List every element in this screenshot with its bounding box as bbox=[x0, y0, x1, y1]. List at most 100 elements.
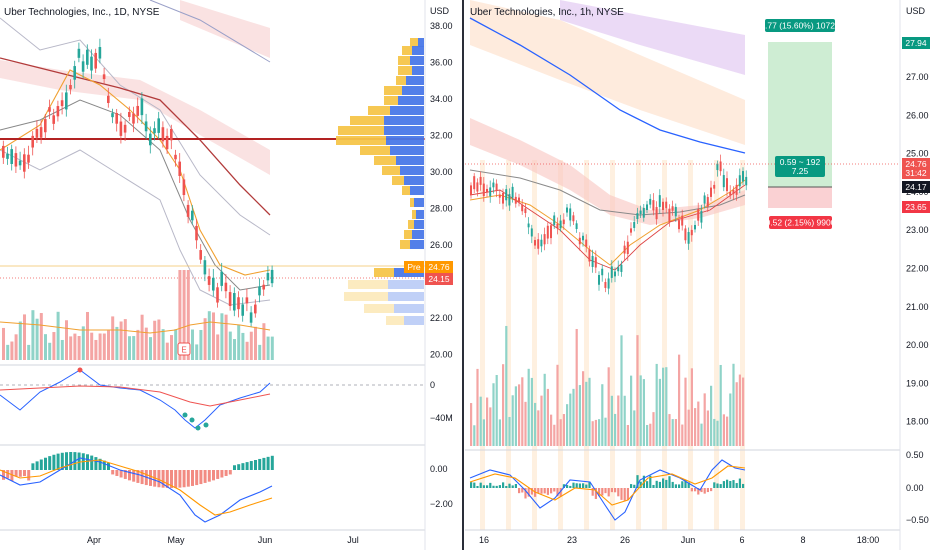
candle-body bbox=[502, 192, 504, 204]
candle-body bbox=[569, 208, 572, 221]
volume-bar bbox=[649, 423, 652, 446]
right-price-axis[interactable]: 27.0026.0025.0024.0023.0022.0021.0020.00… bbox=[906, 72, 929, 427]
axis-tick-label: 0.00 bbox=[906, 483, 924, 493]
pre-label: Pre bbox=[407, 262, 421, 272]
volume-bar bbox=[508, 416, 511, 446]
macd-histogram-bar bbox=[514, 484, 517, 488]
macd-histogram-bar bbox=[48, 456, 52, 470]
macd-histogram-bar bbox=[241, 463, 245, 470]
candle-body bbox=[123, 124, 127, 133]
macd-histogram-bar bbox=[161, 470, 165, 488]
macd-histogram-bar bbox=[102, 460, 106, 470]
volume-bar bbox=[703, 393, 706, 446]
volume-bar bbox=[140, 314, 144, 360]
time-label: 8 bbox=[800, 535, 805, 545]
volume-bar bbox=[588, 377, 591, 446]
macd-histogram-bar bbox=[700, 488, 703, 493]
left-osc-blue bbox=[0, 369, 271, 429]
candle-body bbox=[572, 215, 575, 222]
stop-label-tag[interactable] bbox=[769, 216, 832, 229]
candle-body bbox=[713, 184, 716, 189]
macd-histogram-bar bbox=[697, 488, 700, 495]
volume-bar bbox=[476, 368, 479, 446]
position-stop-zone[interactable] bbox=[768, 187, 832, 208]
candle-body bbox=[694, 224, 696, 230]
volume-bar bbox=[610, 395, 613, 446]
candle-body bbox=[681, 215, 684, 226]
pre-price: 24.76 bbox=[428, 262, 450, 272]
earnings-marker[interactable]: E bbox=[181, 346, 186, 355]
left-volume-osc-axis: 0 −40M bbox=[430, 380, 453, 423]
candle-body bbox=[738, 175, 741, 187]
candle-body bbox=[662, 201, 664, 211]
earnings-marker-box[interactable] bbox=[177, 342, 191, 356]
candle-body bbox=[530, 228, 533, 237]
current-price-tag bbox=[902, 158, 930, 179]
left-time-axis[interactable]: Apr May Jun Jul bbox=[87, 535, 359, 545]
left-chart-panel[interactable]: E Uber Technologies, Inc., 1D, NYSE USD … bbox=[0, 0, 453, 550]
volume-bar bbox=[178, 270, 182, 360]
left-price-axis[interactable]: 38.0036.0034.0032.0030.0028.0026.0024.00… bbox=[430, 21, 453, 360]
volume-bar bbox=[495, 374, 498, 446]
candle-body bbox=[588, 249, 591, 262]
mid-label-tag[interactable] bbox=[775, 156, 825, 177]
volume-profile-bar bbox=[402, 186, 410, 195]
volume-profile-bar bbox=[360, 146, 390, 155]
volume-bar bbox=[633, 410, 636, 446]
macd-histogram-bar bbox=[601, 488, 604, 496]
volume-bar bbox=[123, 319, 127, 360]
current-price: 24.76 bbox=[905, 159, 927, 169]
volume-bar bbox=[521, 377, 524, 446]
candle-body bbox=[607, 278, 610, 289]
candle-body bbox=[639, 210, 642, 215]
candle-body bbox=[524, 208, 527, 214]
volume-bar bbox=[258, 344, 262, 360]
macd-histogram-bar bbox=[569, 485, 572, 488]
axis-tick-label: 19.00 bbox=[906, 378, 929, 388]
macd-histogram-bar bbox=[575, 483, 578, 488]
macd-histogram-bar bbox=[224, 470, 228, 476]
volume-bar bbox=[237, 324, 241, 360]
macd-histogram-bar bbox=[203, 470, 207, 483]
session-highlight bbox=[714, 160, 719, 530]
stop-label: 0.52 (2.15%) 9900 bbox=[766, 218, 836, 228]
volume-bar bbox=[69, 336, 73, 360]
left-price-unit: USD bbox=[430, 6, 450, 16]
mid-label-line1: 0.59 ~ 192 bbox=[780, 157, 821, 167]
candle-body bbox=[482, 183, 485, 197]
candle-body bbox=[521, 204, 524, 212]
axis-tick-label: 28.00 bbox=[430, 204, 453, 214]
candle-body bbox=[514, 196, 517, 204]
volume-bar bbox=[233, 339, 236, 360]
volume-bar bbox=[502, 364, 505, 446]
macd-histogram-bar bbox=[52, 454, 56, 470]
macd-histogram-bar bbox=[6, 470, 10, 479]
macd-histogram-bar bbox=[598, 488, 601, 497]
volume-bar bbox=[546, 388, 549, 446]
macd-histogram-bar bbox=[216, 470, 220, 479]
right-chart-panel[interactable]: 3.77 (15.60%) 10725 0.59 ~ 192 7.25 0.52… bbox=[465, 0, 930, 550]
macd-histogram-bar bbox=[98, 458, 102, 470]
macd-histogram-bar bbox=[710, 488, 713, 492]
target-label-tag[interactable] bbox=[765, 19, 835, 32]
right-time-axis[interactable]: 16 23 26 Jun 6 8 18:00 bbox=[479, 535, 879, 545]
volume-bar bbox=[14, 334, 18, 360]
volume-profile-bar bbox=[412, 210, 416, 219]
volume-bar bbox=[553, 424, 556, 446]
macd-histogram-bar bbox=[65, 452, 68, 470]
volume-bar bbox=[486, 397, 489, 446]
volume-bar bbox=[182, 270, 186, 360]
volume-bar bbox=[534, 402, 537, 446]
candle-body bbox=[52, 115, 55, 124]
volume-profile-bar bbox=[416, 210, 424, 219]
macd-histogram-bar bbox=[604, 488, 607, 494]
volume-profile-bar bbox=[392, 176, 404, 185]
volume-bar bbox=[518, 384, 521, 446]
macd-histogram-bar bbox=[258, 458, 262, 470]
volume-bar bbox=[722, 414, 725, 446]
left-osc-red bbox=[0, 385, 271, 407]
macd-histogram-bar bbox=[562, 484, 565, 488]
volume-bar bbox=[2, 327, 5, 360]
volume-profile-bar bbox=[384, 86, 402, 95]
